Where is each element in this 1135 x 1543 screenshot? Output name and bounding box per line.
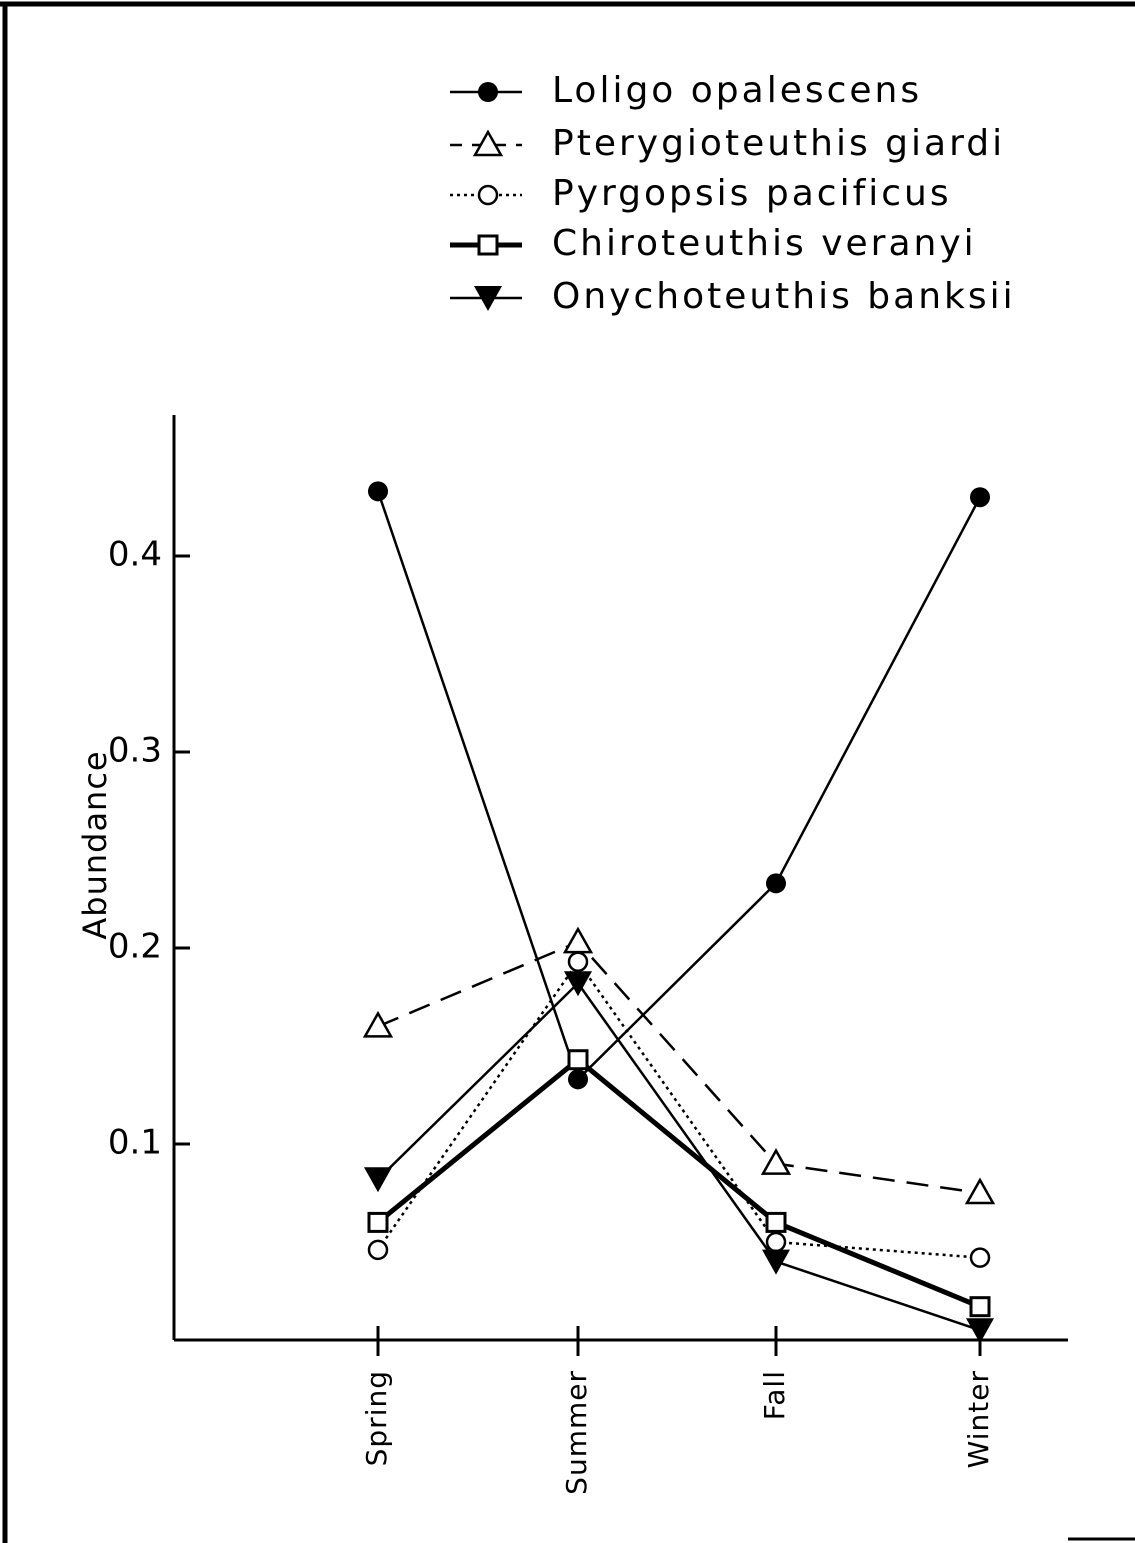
series-line: [377, 940, 981, 1195]
data-point: [367, 1239, 389, 1261]
data-point: [760, 1148, 792, 1175]
data-point: [966, 1318, 994, 1344]
legend-label: Pyrgopsis pacificus: [552, 173, 952, 214]
series-line: [376, 1057, 981, 1309]
data-point: [568, 1069, 588, 1090]
data-point: [367, 1211, 389, 1233]
legend: Loligo opalescens Pterygioteuthis giardi P…: [450, 70, 1016, 317]
y-tick-label: 0.4: [108, 535, 162, 575]
series-line: [376, 490, 982, 1081]
data-point: [765, 1211, 787, 1233]
axes: Abundance: [76, 415, 1068, 1342]
legend-label: Onychoteuthis banksii: [552, 276, 1016, 317]
x-tick-label: Summer: [560, 1370, 593, 1495]
y-tick-label: 0.1: [108, 1123, 162, 1163]
y-ticks: 0.1 0.2 0.3 0.4: [108, 535, 190, 1163]
data-point: [762, 1249, 790, 1275]
y-tick-label: 0.3: [108, 731, 162, 771]
data-point: [766, 873, 786, 894]
legend-label: Pterygioteuthis giardi: [552, 123, 1005, 164]
data-point: [562, 926, 594, 954]
x-tick-label: Fall: [758, 1370, 791, 1420]
data-point: [969, 1296, 991, 1318]
legend-marker: [474, 286, 502, 311]
legend-marker: [472, 129, 504, 157]
data-point: [964, 1177, 996, 1205]
legend-marker: [477, 234, 499, 256]
data-point: [567, 951, 589, 972]
data-point: [970, 487, 990, 508]
data-point: [364, 1167, 392, 1193]
x-ticks: Spring Summer Fall Winter: [360, 1326, 995, 1495]
legend-label: Loligo opalescens: [552, 70, 922, 111]
series-line: [377, 982, 981, 1332]
data-point: [765, 1231, 787, 1253]
legend-label: Chiroteuthis veranyi: [552, 223, 977, 264]
data-point: [564, 971, 592, 997]
series-group: [362, 481, 996, 1344]
y-tick-label: 0.2: [108, 927, 162, 967]
data-point: [368, 481, 388, 502]
x-tick-label: Winter: [962, 1370, 995, 1468]
data-point: [567, 1049, 589, 1071]
y-axis-label: Abundance: [76, 750, 114, 939]
data-point: [969, 1247, 991, 1268]
series-line: [376, 960, 981, 1259]
legend-marker: [477, 184, 499, 206]
data-point: [362, 1010, 394, 1038]
x-tick-label: Spring: [360, 1370, 393, 1466]
legend-marker: [478, 82, 498, 102]
